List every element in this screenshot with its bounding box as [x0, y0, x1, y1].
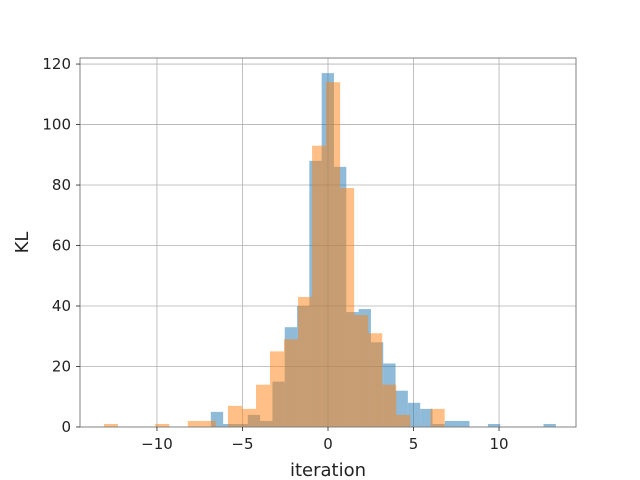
histogram-bar-series-2 [103, 423, 118, 427]
x-tick-label: −10 [141, 435, 173, 453]
y-tick-label: 80 [52, 176, 71, 194]
y-tick-label: 100 [42, 116, 71, 134]
histogram-bar-series-2 [187, 420, 202, 427]
histogram-bar-series-1 [407, 402, 421, 427]
x-tick-label: 5 [409, 435, 419, 453]
histogram-bar-series-2 [382, 384, 397, 427]
y-tick-label: 40 [52, 297, 71, 315]
histogram-bar-series-2 [396, 414, 411, 427]
histogram-bar-series-1 [457, 420, 470, 427]
histogram-bar-series-2 [270, 351, 285, 427]
histogram-bar-series-2 [201, 420, 216, 427]
histogram-bar-series-1 [420, 408, 433, 427]
x-tick-label: 0 [323, 435, 333, 453]
y-tick-label: 20 [52, 358, 71, 376]
y-axis-label: KL [12, 232, 33, 254]
histogram-bar-series-1 [543, 423, 556, 427]
y-tick-label: 0 [61, 418, 71, 436]
y-tick-label: 60 [52, 237, 71, 255]
histogram-bar-series-2 [227, 405, 242, 427]
histogram-bar-series-2 [430, 408, 445, 427]
histogram-bar-series-2 [255, 384, 271, 427]
histogram-bar-series-1 [444, 420, 458, 427]
histogram-bar-series-2 [284, 339, 299, 427]
histogram-bar-series-2 [312, 145, 327, 427]
histogram-bar-series-2 [354, 315, 369, 427]
histogram-bar-series-2 [368, 333, 383, 427]
histogram-bars [103, 73, 556, 428]
histogram-bar-series-2 [298, 296, 313, 427]
histogram-bar-series-1 [487, 423, 501, 427]
y-tick-label: 120 [42, 55, 71, 73]
x-tick-label: 10 [489, 435, 508, 453]
histogram-bar-series-2 [155, 423, 170, 427]
histogram-bar-series-2 [340, 188, 355, 427]
histogram-bar-series-2 [326, 82, 341, 428]
x-tick-label: −5 [231, 435, 253, 453]
histogram-bar-series-2 [241, 408, 256, 427]
x-axis-label: iteration [290, 460, 366, 480]
